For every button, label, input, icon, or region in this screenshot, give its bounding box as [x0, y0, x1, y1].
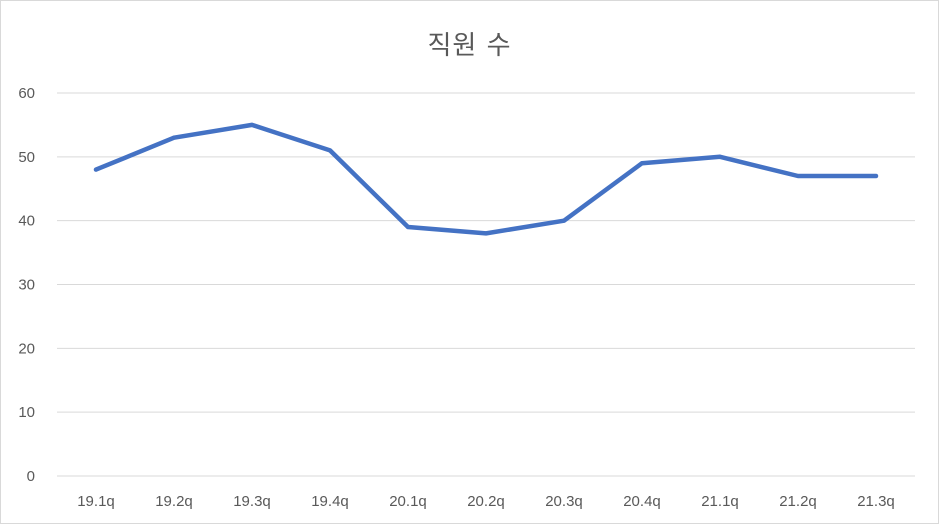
- x-tick-label: 20.2q: [467, 493, 505, 510]
- x-tick-label: 19.2q: [155, 493, 193, 510]
- data-point: [718, 154, 722, 159]
- y-tick-label: 0: [27, 468, 35, 485]
- chart-title: 직원 수: [427, 31, 512, 61]
- y-tick-label: 40: [18, 213, 35, 230]
- y-tick-label: 30: [18, 277, 35, 294]
- data-point: [406, 225, 410, 230]
- data-point: [94, 167, 98, 172]
- y-tick-label: 50: [18, 149, 35, 166]
- y-tick-label: 10: [18, 404, 35, 421]
- data-point: [484, 231, 488, 236]
- data-point: [874, 173, 878, 178]
- x-tick-label: 20.3q: [545, 493, 583, 510]
- y-tick-label: 20: [18, 340, 35, 357]
- x-tick-label: 19.3q: [233, 493, 271, 510]
- series-line: [93, 122, 879, 236]
- data-point: [640, 161, 644, 166]
- data-point: [172, 135, 176, 140]
- data-point: [562, 218, 566, 223]
- x-tick-label: 20.1q: [389, 493, 427, 510]
- x-tick-label: 21.2q: [779, 493, 817, 510]
- x-tick-label: 19.1q: [77, 493, 115, 510]
- x-tick-label: 21.3q: [857, 493, 895, 510]
- data-point: [328, 148, 332, 153]
- x-tick-label: 19.4q: [311, 493, 349, 510]
- data-point: [250, 122, 254, 127]
- data-point: [796, 173, 800, 178]
- y-tick-label: 60: [18, 85, 35, 102]
- x-tick-label: 20.4q: [623, 493, 661, 510]
- x-tick-label: 21.1q: [701, 493, 739, 510]
